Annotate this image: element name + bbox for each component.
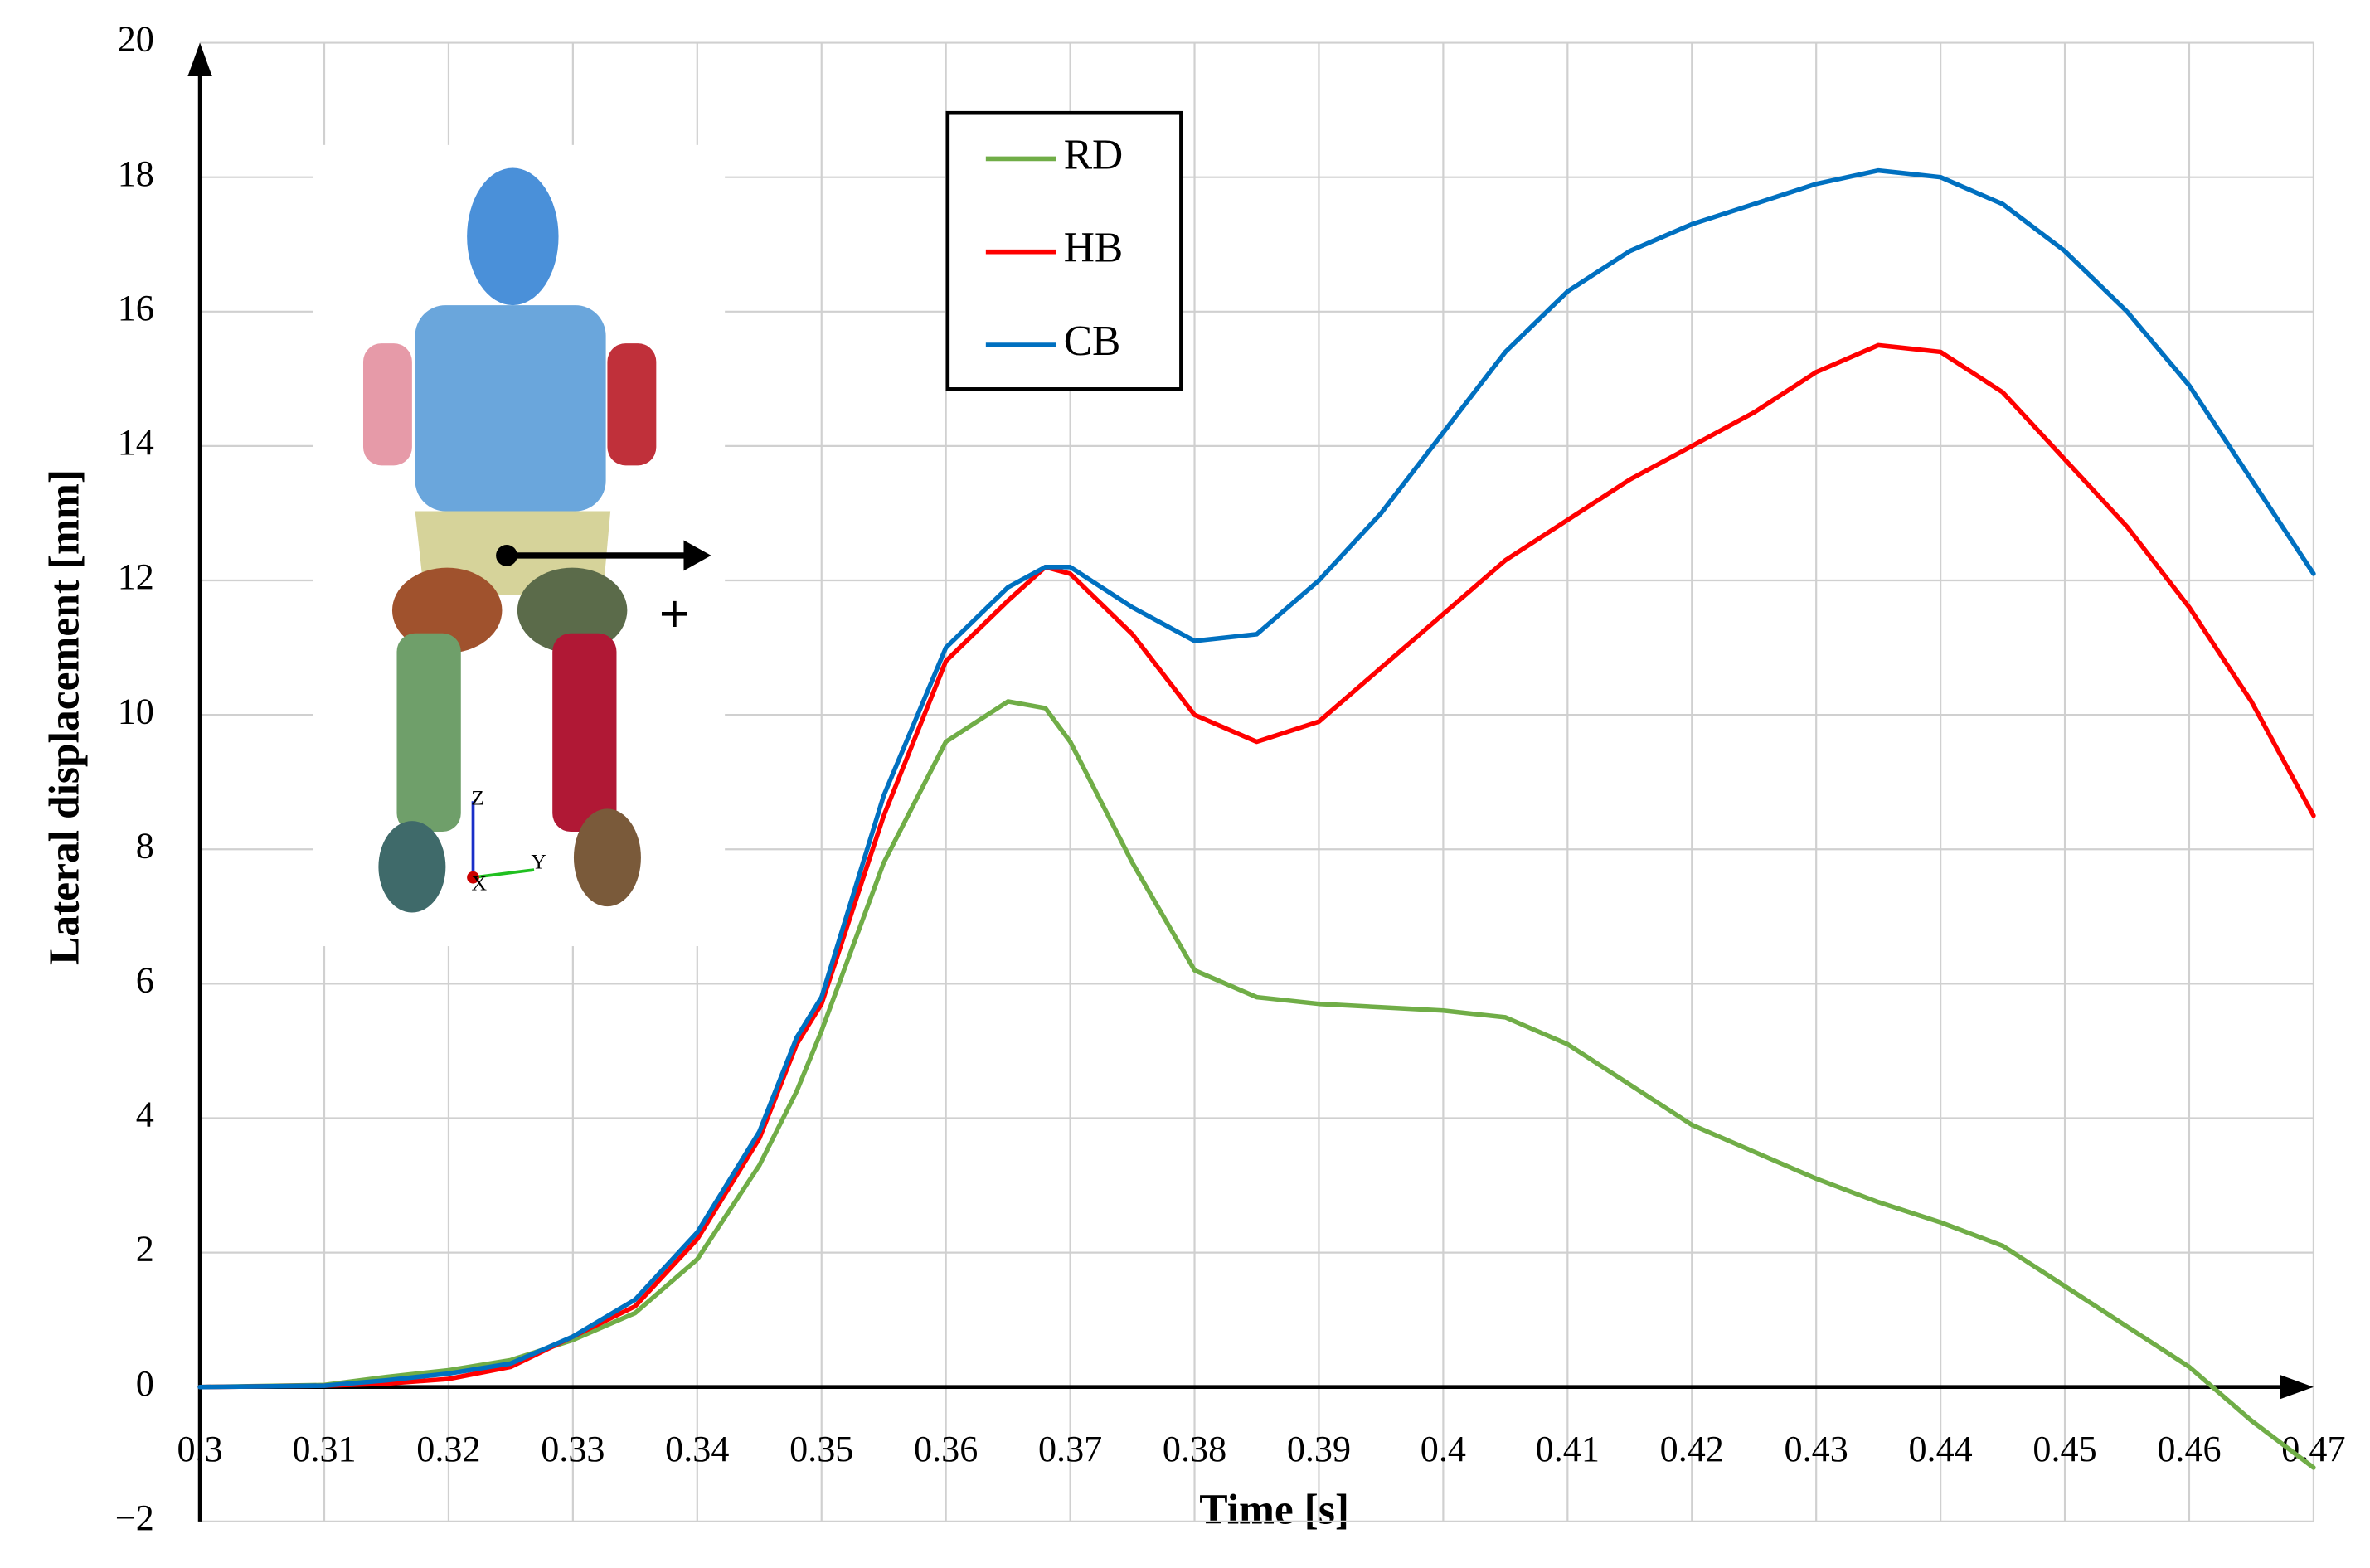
x-tick-label: 0.4	[1421, 1429, 1466, 1469]
y-tick-label: 10	[118, 691, 154, 731]
inset-label: Z	[471, 785, 484, 809]
x-axis-title: Time [s]	[1199, 1486, 1349, 1533]
y-tick-label: 12	[118, 556, 154, 597]
dummy-inset: + Z Y X	[313, 144, 726, 947]
inset-label: Y	[531, 850, 546, 874]
x-tick-label: 0.34	[665, 1429, 729, 1469]
y-tick-label: 6	[136, 960, 154, 1001]
left-leg	[396, 633, 461, 833]
y-axis-title: Lateral displacement [mm]	[41, 469, 89, 965]
right-foot	[573, 808, 641, 907]
left-knee	[391, 567, 503, 653]
torso	[415, 305, 606, 512]
x-tick-label: 0.38	[1163, 1429, 1226, 1469]
inset-label: X	[472, 871, 488, 895]
right-arm	[607, 343, 657, 466]
legend-label: CB	[1064, 318, 1121, 365]
x-tick-label: 0.45	[2032, 1429, 2096, 1469]
x-tick-label: 0.37	[1038, 1429, 1102, 1469]
line-series	[197, 699, 2316, 1470]
x-tick-label: 0.33	[541, 1429, 605, 1469]
arrow-head	[683, 540, 711, 571]
x-axis	[467, 871, 479, 884]
y-axis-arrow	[187, 42, 212, 77]
x-tick-label: 0.36	[914, 1429, 978, 1469]
inset-label: +	[659, 584, 691, 644]
head	[467, 167, 559, 306]
right-leg	[552, 633, 617, 833]
x-tick-label: 0.31	[292, 1429, 356, 1469]
x-tick-label: 0.43	[1785, 1429, 1848, 1469]
left-foot	[378, 821, 446, 913]
y-tick-label: 0	[136, 1363, 154, 1404]
x-tick-label: 0.42	[1660, 1429, 1724, 1469]
x-tick-label: 0.46	[2157, 1429, 2221, 1469]
y-tick-label: 14	[118, 422, 154, 463]
y-axis	[473, 868, 535, 880]
line-series	[197, 167, 2316, 1390]
left-arm	[362, 343, 412, 466]
y-tick-label: 2	[136, 1229, 154, 1269]
legend-label: RD	[1064, 131, 1124, 178]
legend: RD HB CB	[945, 110, 1183, 391]
y-tick-label: 8	[136, 825, 154, 866]
y-tick-label: 4	[136, 1095, 154, 1135]
x-tick-label: 0.39	[1287, 1429, 1351, 1469]
y-tick-label: 18	[118, 153, 154, 194]
x-tick-label: 0.44	[1908, 1429, 1972, 1469]
x-tick-label: 0.35	[789, 1429, 853, 1469]
legend-label: HB	[1064, 225, 1124, 272]
x-tick-label: 0.32	[416, 1429, 480, 1469]
y-tick-label: 16	[118, 288, 154, 328]
y-tick-label: −2	[115, 1498, 154, 1538]
y-tick-label: 20	[118, 19, 154, 60]
line-series	[197, 342, 2316, 1390]
x-axis-arrow	[2280, 1374, 2314, 1400]
right-knee	[517, 567, 628, 653]
x-tick-label: 0.41	[1536, 1429, 1600, 1469]
